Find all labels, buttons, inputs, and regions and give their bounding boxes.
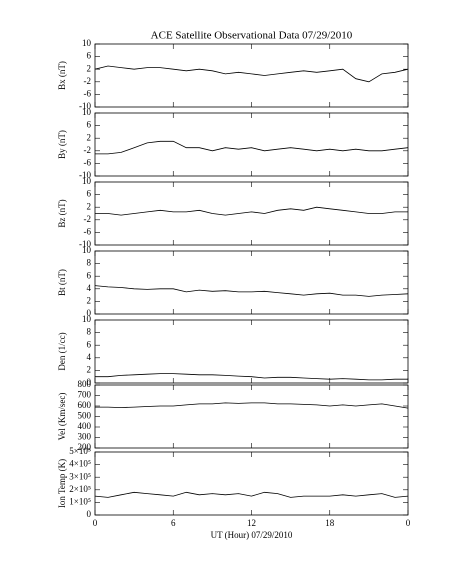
x-tick-label: 18 (325, 518, 335, 528)
y-tick-label: 4×10⁵ (69, 459, 91, 469)
data-line (95, 206, 408, 216)
y-tick-label: -6 (84, 88, 92, 98)
y-axis-label: Ion Temp (K) (57, 459, 67, 508)
y-tick-label: -2 (84, 76, 92, 86)
y-tick-label: 2 (87, 63, 92, 73)
y-axis-label: Den (1/cc) (57, 332, 67, 370)
y-tick-label: -6 (84, 226, 92, 236)
y-tick-label: 10 (82, 314, 92, 324)
y-axis-label: By (nT) (57, 130, 67, 159)
y-tick-label: -2 (84, 214, 92, 224)
panel-frame (94, 384, 409, 449)
y-tick-label: 10 (82, 245, 92, 255)
y-tick-label: 8 (87, 258, 92, 268)
x-axis-label: UT (Hour) 07/29/2010 (211, 530, 293, 540)
y-tick-label: 4 (87, 352, 92, 362)
y-tick-label: 6 (87, 339, 92, 349)
y-axis-label: Bx (nT) (57, 61, 67, 90)
y-tick-label: 2 (87, 295, 92, 305)
y-tick-label: 5×10⁵ (69, 446, 91, 456)
y-tick-label: 0 (87, 509, 92, 519)
y-tick-label: 500 (78, 411, 92, 421)
y-tick-label: 0 (87, 377, 92, 387)
y-tick-label: 600 (78, 400, 92, 410)
panel-frame (94, 319, 409, 384)
y-tick-label: 6 (87, 189, 92, 199)
y-tick-label: 700 (78, 390, 92, 400)
y-tick-label: 0 (87, 308, 92, 318)
y-tick-label: 800 (78, 379, 92, 389)
y-axis-label: Vel (Km/sec) (57, 393, 67, 441)
x-tick-label: 0 (406, 518, 411, 528)
x-tick-label: 6 (171, 518, 176, 528)
panel-frame (94, 43, 409, 108)
x-tick-label: 12 (247, 518, 256, 528)
y-tick-label: 2 (87, 201, 92, 211)
y-tick-label: 6 (87, 270, 92, 280)
y-tick-label: -10 (79, 101, 91, 111)
data-line (95, 373, 408, 381)
chart-title: ACE Satellite Observational Data 07/29/2… (151, 30, 353, 42)
y-tick-label: 4 (87, 283, 92, 293)
y-tick-label: 10 (82, 176, 92, 186)
y-tick-label: -10 (79, 239, 91, 249)
y-tick-label: 200 (78, 442, 92, 452)
y-tick-label: 2×10⁵ (69, 484, 91, 494)
y-tick-label: 3×10⁵ (69, 471, 91, 481)
y-tick-label: 400 (78, 421, 92, 431)
data-line (94, 285, 409, 297)
y-tick-label: 6 (87, 51, 92, 61)
panel-frame (94, 451, 409, 516)
data-line (95, 140, 409, 155)
data-line (94, 65, 409, 83)
y-tick-label: -2 (84, 145, 92, 155)
panel-frame (94, 250, 409, 315)
y-tick-label: 300 (78, 432, 92, 442)
y-tick-label: 10 (82, 38, 92, 48)
panel-frame (94, 181, 409, 246)
x-tick-label: 0 (93, 518, 98, 528)
y-axis-label: Bt (nT) (57, 269, 67, 296)
y-axis-label: Bz (nT) (57, 199, 67, 227)
y-tick-label: 2 (87, 364, 92, 374)
y-tick-label: 2 (87, 132, 92, 142)
y-tick-label: 1×10⁵ (69, 496, 91, 506)
y-tick-label: -10 (79, 170, 91, 180)
data-line (95, 402, 409, 409)
data-line (94, 491, 409, 498)
y-tick-label: -6 (84, 157, 92, 167)
y-tick-label: 8 (87, 327, 92, 337)
y-tick-label: 10 (82, 107, 92, 117)
y-tick-label: 6 (87, 120, 92, 130)
